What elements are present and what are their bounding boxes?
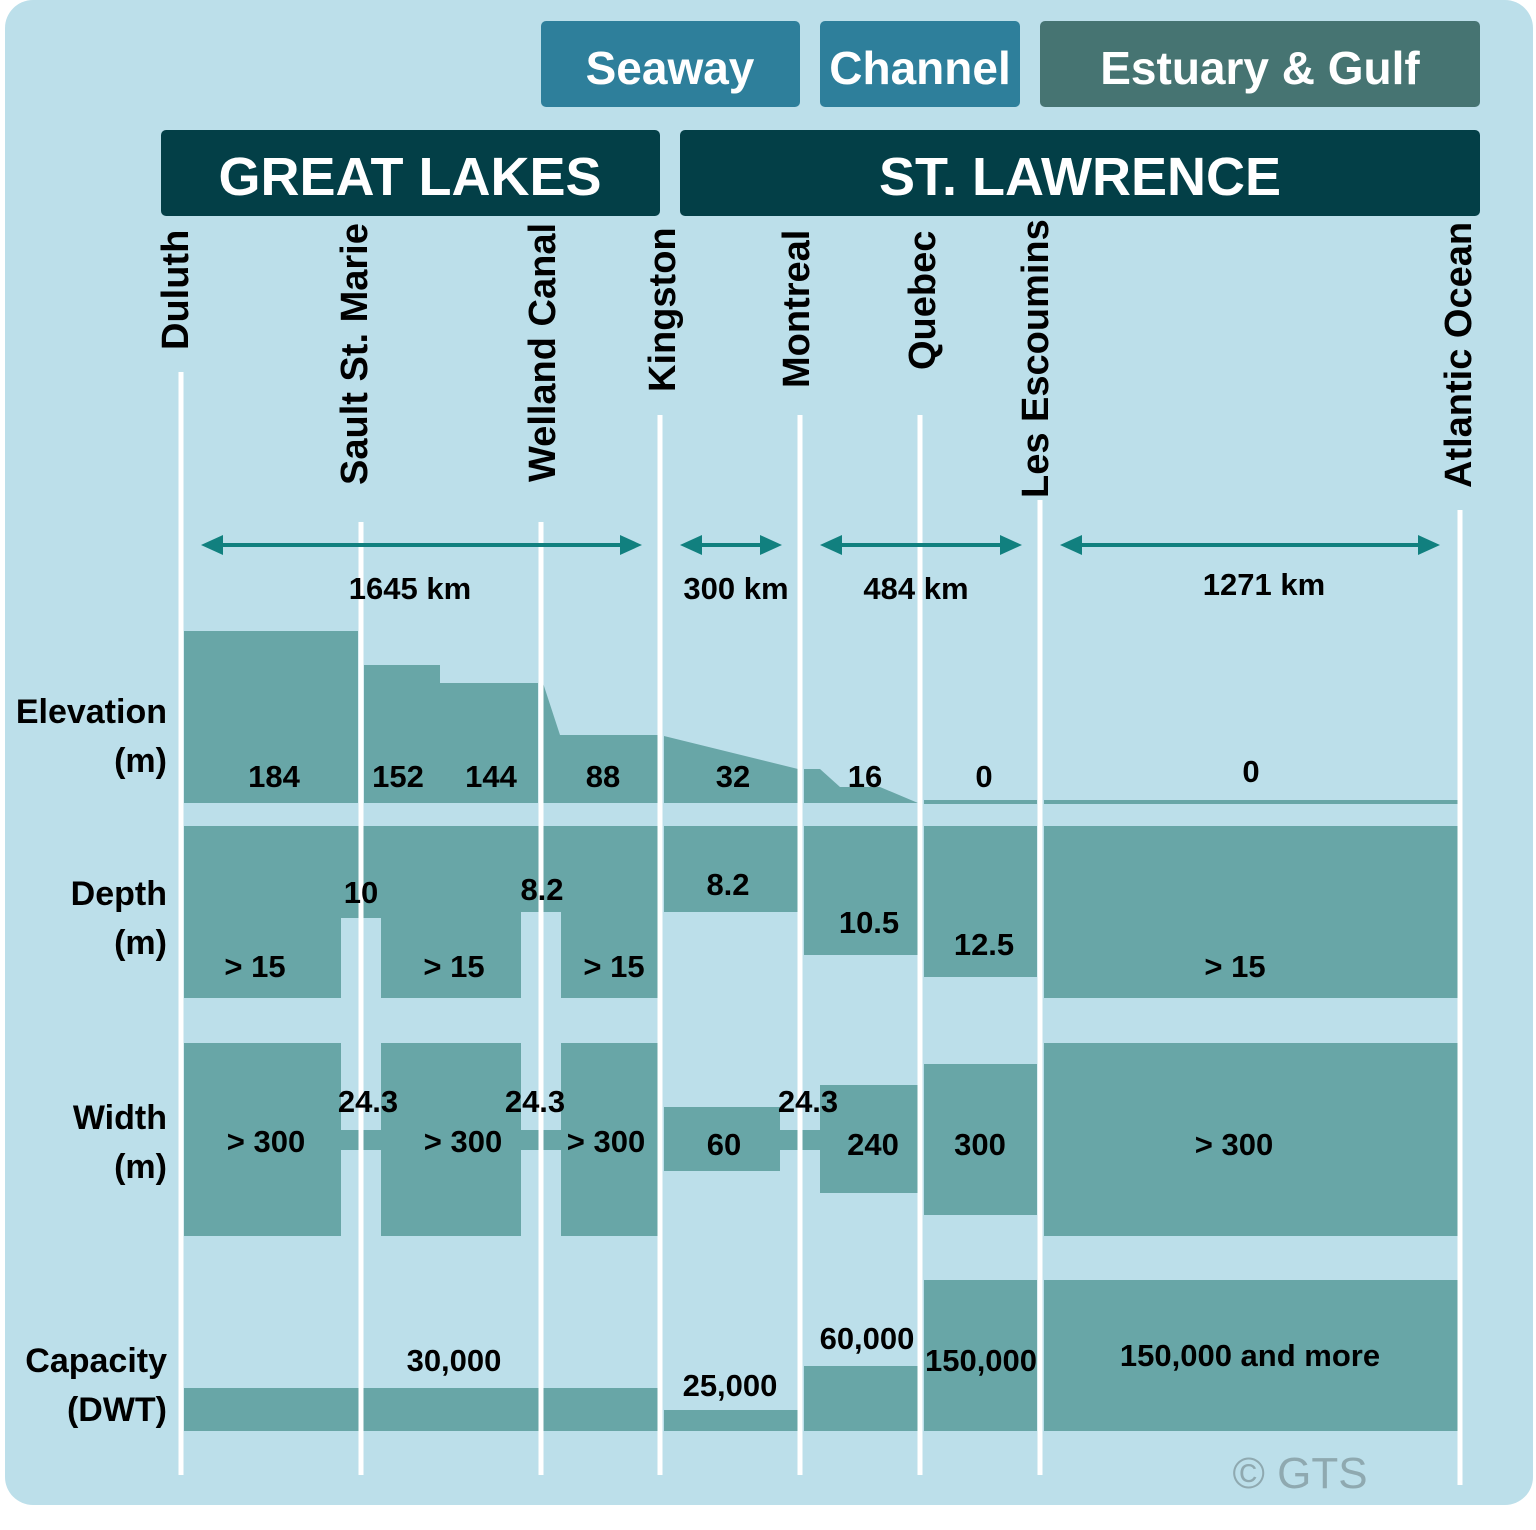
svg-text:150,000 and more: 150,000 and more — [1120, 1338, 1380, 1373]
location-sault-st-marie: Sault St. Marie — [334, 223, 376, 485]
svg-text:32: 32 — [716, 759, 750, 794]
svg-text:> 15: > 15 — [583, 949, 644, 984]
svg-text:240: 240 — [847, 1127, 899, 1162]
svg-text:> 300: > 300 — [1195, 1127, 1273, 1162]
distance-great-lakes: 1645 km — [349, 571, 471, 606]
elevation-values: 184 152 144 88 32 16 0 0 — [248, 754, 1259, 794]
location-atlantic-ocean: Atlantic Ocean — [1438, 222, 1480, 488]
location-welland-canal: Welland Canal — [522, 223, 564, 482]
row-unit-width: (m) — [114, 1148, 167, 1186]
width-values: > 300 24.3 > 300 24.3 > 300 60 24.3 240 … — [227, 1084, 1273, 1162]
svg-text:GREAT LAKES: GREAT LAKES — [218, 147, 601, 207]
svg-text:152: 152 — [372, 759, 424, 794]
svg-text:Channel: Channel — [829, 42, 1010, 94]
capacity-values: 30,000 25,000 60,000 150,000 150,000 and… — [407, 1321, 1381, 1403]
location-duluth: Duluth — [155, 230, 197, 350]
svg-text:184: 184 — [248, 759, 300, 794]
row-unit-elevation: (m) — [114, 742, 167, 780]
svg-text:12.5: 12.5 — [954, 927, 1014, 962]
svg-text:> 300: > 300 — [227, 1124, 305, 1159]
location-lines — [178, 372, 1463, 1485]
svg-text:25,000: 25,000 — [683, 1368, 778, 1403]
svg-text:8.2: 8.2 — [706, 867, 749, 902]
region-great-lakes: GREAT LAKES — [161, 130, 660, 216]
svg-text:> 15: > 15 — [1204, 949, 1265, 984]
svg-text:0: 0 — [1242, 754, 1259, 789]
segment-channel: Channel — [820, 21, 1020, 107]
row-label-width: Width — [73, 1099, 167, 1137]
svg-text:10: 10 — [344, 875, 378, 910]
row-label-capacity: Capacity — [25, 1342, 167, 1380]
svg-text:24.3: 24.3 — [778, 1084, 838, 1119]
distance-arrows — [201, 535, 1440, 555]
copyright-watermark: © GTS — [1232, 1449, 1367, 1498]
capacity-profile — [184, 1280, 1458, 1431]
svg-text:0: 0 — [975, 759, 992, 794]
location-kingston: Kingston — [642, 227, 684, 392]
distance-seaway: 300 km — [683, 571, 788, 606]
distance-estuary: 1271 km — [1203, 567, 1325, 602]
segment-seaway: Seaway — [541, 21, 800, 107]
row-label-depth: Depth — [71, 875, 167, 913]
svg-text:8.2: 8.2 — [520, 872, 563, 907]
svg-text:300: 300 — [954, 1127, 1006, 1162]
svg-text:ST. LAWRENCE: ST. LAWRENCE — [879, 147, 1281, 207]
row-unit-depth: (m) — [114, 924, 167, 962]
svg-text:24.3: 24.3 — [505, 1084, 565, 1119]
svg-text:88: 88 — [586, 759, 620, 794]
location-quebec: Quebec — [902, 231, 944, 370]
svg-text:30,000: 30,000 — [407, 1343, 502, 1378]
svg-text:Seaway: Seaway — [586, 42, 755, 94]
svg-text:Estuary & Gulf: Estuary & Gulf — [1100, 42, 1420, 94]
svg-text:> 300: > 300 — [424, 1124, 502, 1159]
row-label-elevation: Elevation — [16, 693, 167, 731]
svg-text:> 300: > 300 — [567, 1124, 645, 1159]
segment-estuary-gulf: Estuary & Gulf — [1040, 21, 1480, 107]
svg-text:150,000: 150,000 — [925, 1343, 1037, 1378]
svg-text:144: 144 — [465, 759, 517, 794]
distance-channel: 484 km — [863, 571, 968, 606]
svg-text:> 15: > 15 — [423, 949, 484, 984]
width-profile — [184, 1043, 1458, 1236]
svg-text:60: 60 — [707, 1127, 741, 1162]
svg-text:16: 16 — [848, 759, 882, 794]
svg-text:60,000: 60,000 — [820, 1321, 915, 1356]
svg-text:24.3: 24.3 — [338, 1084, 398, 1119]
location-les-escoumins: Les Escoumins — [1015, 219, 1057, 498]
row-unit-capacity: (DWT) — [67, 1391, 167, 1429]
region-st-lawrence: ST. LAWRENCE — [680, 130, 1480, 216]
depth-values: > 15 10 > 15 8.2 > 15 8.2 10.5 12.5 > 15 — [224, 867, 1265, 984]
svg-text:10.5: 10.5 — [839, 905, 899, 940]
elevation-profile — [184, 631, 1458, 804]
location-montreal: Montreal — [776, 230, 818, 388]
svg-text:> 15: > 15 — [224, 949, 285, 984]
